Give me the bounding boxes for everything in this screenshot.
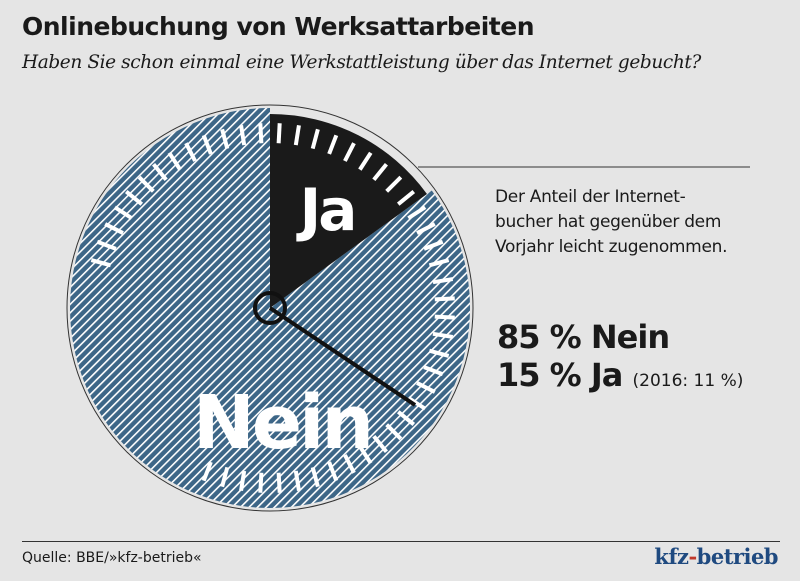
- gauge-tick: [385, 423, 403, 441]
- gauge-tick: [428, 348, 450, 358]
- gauge-tick: [310, 128, 320, 150]
- gauge-tick: [416, 222, 436, 235]
- gauge-tick: [432, 277, 454, 285]
- gauge-tick: [358, 445, 373, 465]
- pie-slice-ja: [270, 114, 427, 308]
- gauge-tick: [104, 222, 124, 235]
- chart-subtitle: Haben Sie schon einmal eine Werkstattlei…: [22, 52, 701, 73]
- gauge-tick: [184, 142, 197, 162]
- gauge-tick: [343, 142, 356, 162]
- gauge-tick: [396, 410, 416, 426]
- gauge-needle: [268, 306, 417, 407]
- gauge-tick: [372, 162, 388, 182]
- gauge-tick: [276, 472, 282, 493]
- result-ja: 15 % Ja: [497, 356, 623, 394]
- gauge-tick: [434, 296, 455, 302]
- gauge-tick: [385, 175, 403, 193]
- gauge-tick: [258, 472, 264, 493]
- gauge-tick: [432, 331, 454, 339]
- chart-title: Onlinebuchung von Werksattarbeiten: [22, 12, 535, 41]
- gauge-tick: [434, 314, 455, 320]
- gauge-tick: [423, 239, 444, 251]
- gauge-tick: [372, 434, 388, 454]
- gauge-tick: [124, 190, 144, 206]
- gauge-tick: [423, 365, 444, 377]
- gauge-tick: [137, 175, 155, 193]
- gauge-tick: [407, 205, 427, 220]
- gauge-tick: [90, 258, 112, 268]
- gauge-tick: [310, 466, 320, 488]
- gauge-tick: [327, 461, 339, 482]
- source-note: Quelle: BBE/»kfz-betrieb«: [22, 550, 202, 566]
- result-ja-previous: (2016: 11 %): [632, 371, 744, 391]
- slice-label-nein: Nein: [193, 380, 371, 466]
- gauge-tick: [220, 128, 230, 150]
- gauge-tick: [396, 190, 416, 206]
- gauge-tick: [258, 123, 264, 144]
- gauge-tick: [428, 258, 450, 268]
- annotation-note: Der Anteil der Internet- bucher hat gege…: [495, 187, 728, 257]
- footer-divider: [22, 541, 780, 542]
- kfz-betrieb-logo: kfz-betrieb: [654, 544, 778, 569]
- result-ja-line: 15 % Ja (2016: 11 %): [497, 356, 743, 394]
- gauge-tick: [416, 381, 436, 394]
- gauge-outline: [66, 104, 474, 512]
- gauge-tick: [220, 466, 230, 488]
- gauge-tick: [239, 470, 247, 492]
- gauge-hub: [253, 291, 287, 325]
- gauge-tick: [293, 470, 301, 492]
- gauge-tick: [239, 124, 247, 146]
- gauge-tick: [113, 205, 133, 220]
- gauge-tick: [276, 123, 282, 144]
- result-nein: 85 % Nein: [497, 318, 670, 356]
- gauge-tick: [293, 124, 301, 146]
- gauge-tick: [201, 461, 213, 482]
- gauge-tick: [152, 162, 168, 182]
- gauge-tick: [327, 134, 339, 155]
- gauge-tick: [167, 151, 182, 171]
- gauge-tick: [96, 239, 117, 251]
- gauge-tick: [201, 134, 213, 155]
- gauge-tick: [343, 454, 356, 474]
- gauge-tick: [407, 396, 427, 411]
- slice-label-ja: Ja: [296, 176, 355, 244]
- gauge-tick: [358, 151, 373, 171]
